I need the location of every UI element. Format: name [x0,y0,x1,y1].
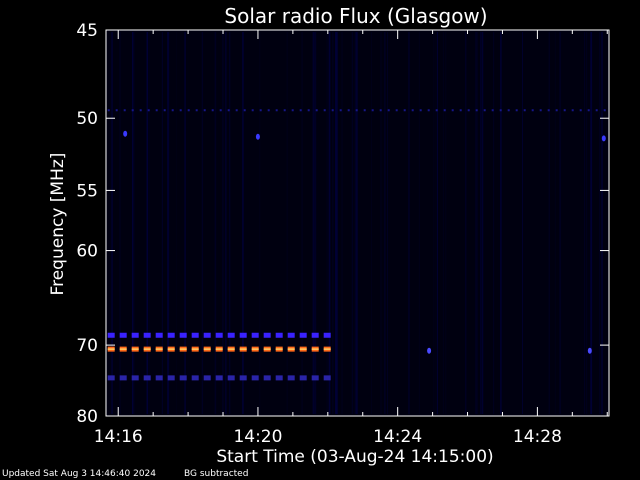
signal-spot-2 [427,347,432,354]
x-axis: 14:16 14:20 14:24 14:28 [94,30,608,447]
updated-timestamp: Updated Sat Aug 3 14:46:40 2024 [2,469,156,479]
x-tick-label: 14:28 [513,427,562,447]
x-tick-label: 14:16 [94,427,143,447]
y-tick-label: 70 [76,336,98,356]
y-axis-label: Frequency [MHz] [48,153,68,296]
bg-subtracted-note: BG subtracted [184,469,249,479]
chart-title: Solar radio Flux (Glasgow) [224,4,487,28]
x-tick-label: 14:24 [373,427,422,447]
spot-layer [123,130,606,354]
y-tick-label: 55 [76,181,98,201]
y-axis: 45 50 55 60 70 80 [76,21,609,427]
signal-spot-3 [587,347,592,354]
x-axis-label: Start Time (03-Aug-24 14:15:00) [216,447,493,467]
y-tick-label: 80 [76,407,98,427]
signal-layer [107,109,608,381]
signal-spot-4 [601,135,606,142]
plot-frame [105,29,610,417]
y-tick-label: 45 [76,21,98,41]
y-tick-label: 50 [76,109,98,129]
signal-spot-0 [123,130,128,137]
signal-spot-1 [255,133,260,140]
x-tick-label: 14:20 [233,427,282,447]
y-tick-label: 60 [76,242,98,262]
